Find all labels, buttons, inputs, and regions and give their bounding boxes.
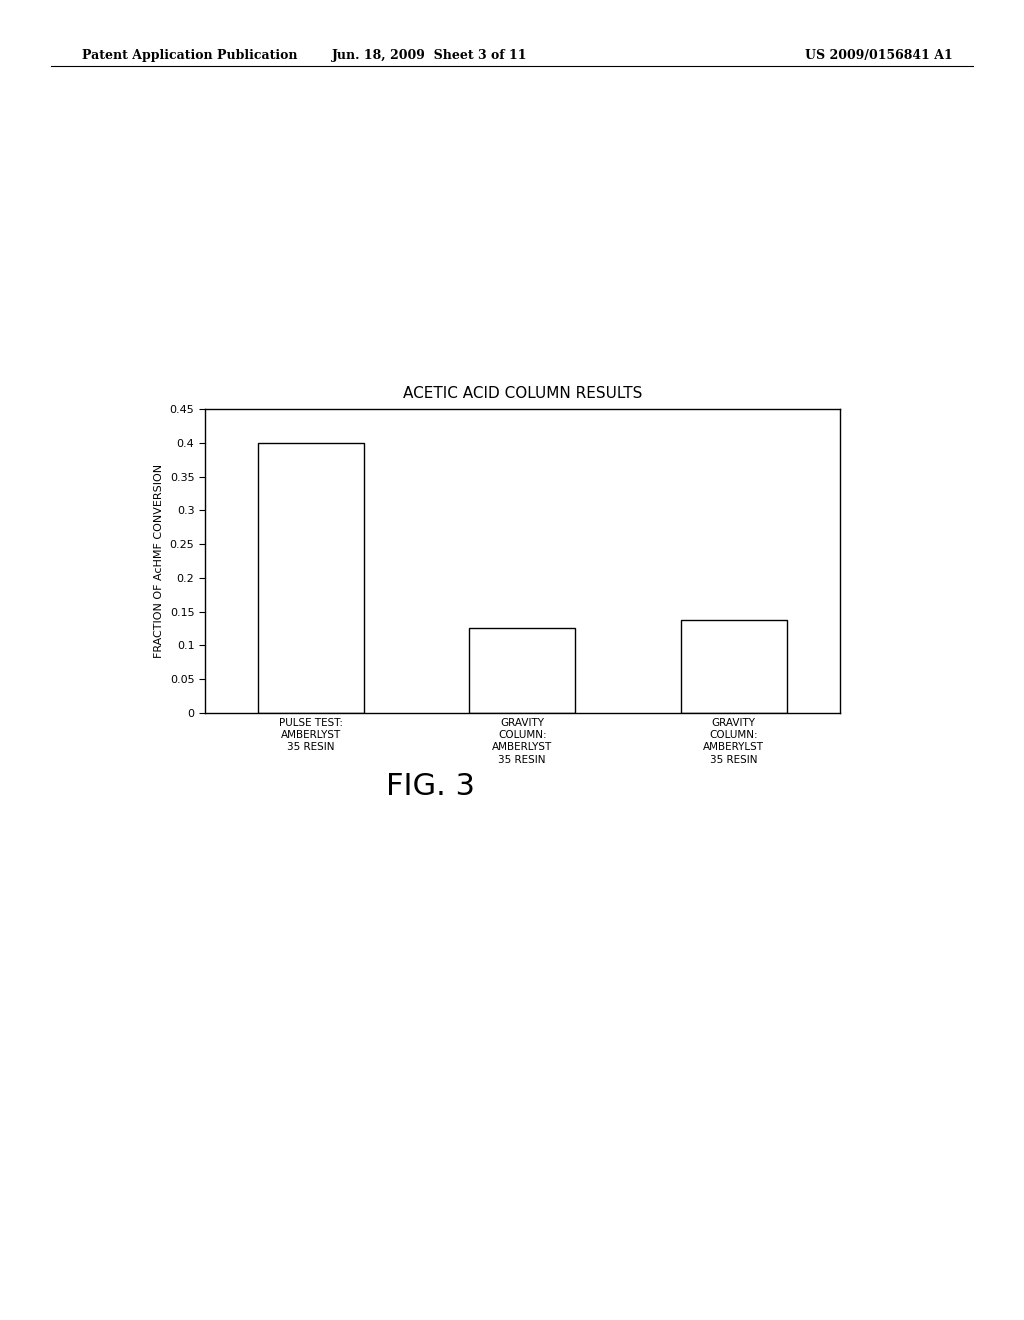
Bar bbox=[681, 619, 786, 713]
Text: FIG. 3: FIG. 3 bbox=[386, 772, 474, 801]
Text: Jun. 18, 2009  Sheet 3 of 11: Jun. 18, 2009 Sheet 3 of 11 bbox=[333, 49, 527, 62]
Text: Patent Application Publication: Patent Application Publication bbox=[82, 49, 297, 62]
Bar bbox=[258, 444, 364, 713]
Title: ACETIC ACID COLUMN RESULTS: ACETIC ACID COLUMN RESULTS bbox=[402, 385, 642, 401]
Y-axis label: FRACTION OF AcHMF CONVERSION: FRACTION OF AcHMF CONVERSION bbox=[154, 463, 164, 659]
Bar bbox=[469, 628, 575, 713]
Text: US 2009/0156841 A1: US 2009/0156841 A1 bbox=[805, 49, 952, 62]
